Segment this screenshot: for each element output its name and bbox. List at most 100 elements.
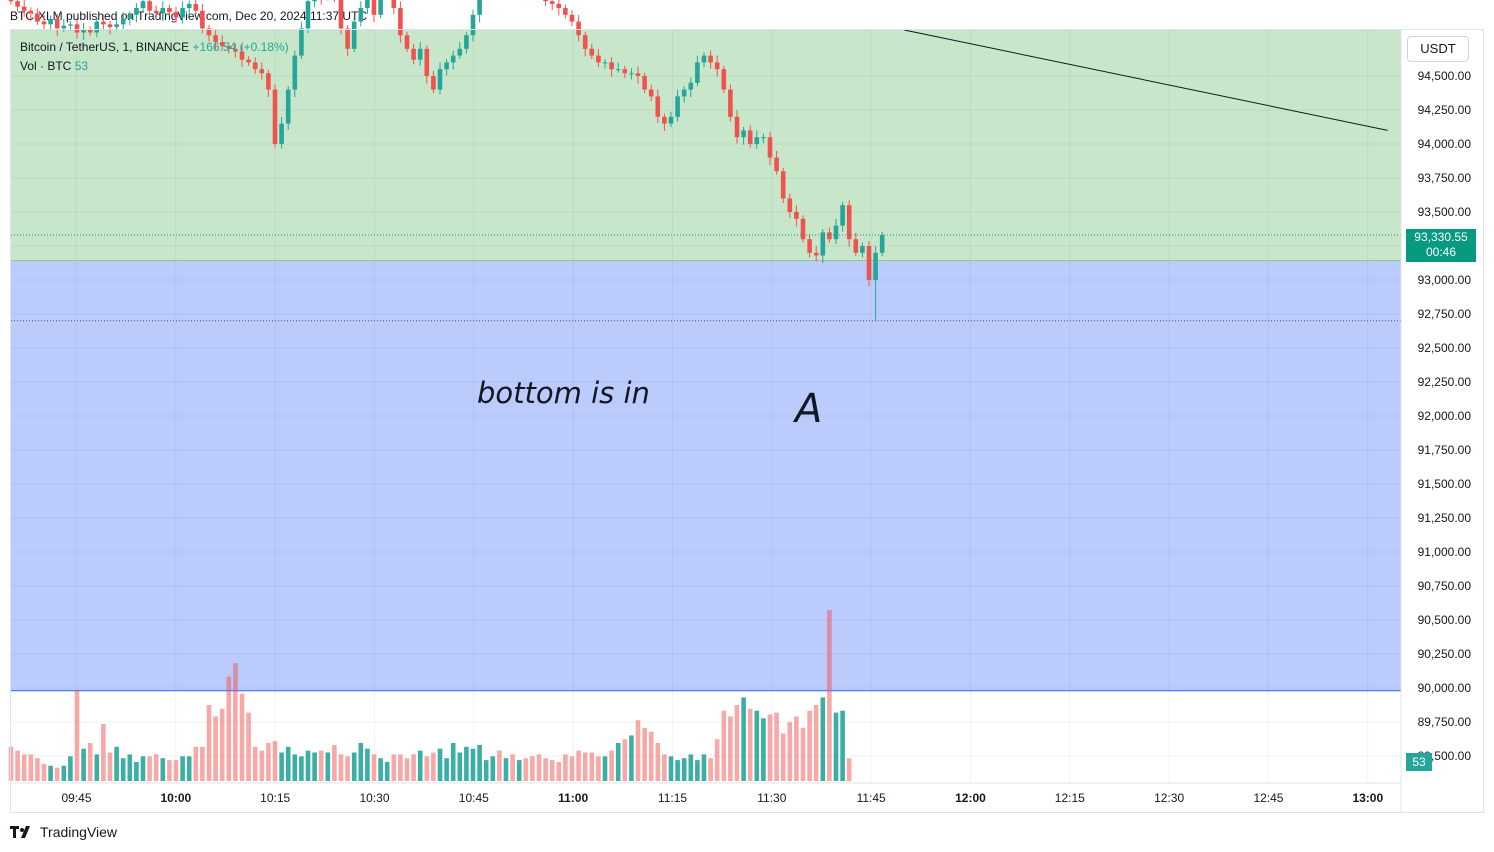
volume-bar bbox=[246, 712, 251, 781]
volume-bar bbox=[497, 750, 502, 781]
volume-bar bbox=[470, 748, 476, 781]
candle-body bbox=[147, 1, 152, 11]
volume-bar bbox=[153, 754, 159, 781]
volume-bar bbox=[398, 754, 403, 781]
volume-bar bbox=[239, 693, 245, 781]
candle-body bbox=[589, 48, 595, 56]
y-tick-label: 94,000.00 bbox=[1418, 137, 1472, 151]
candle-body bbox=[787, 198, 793, 212]
publish-line: BTC-XLM published on TradingView.com, De… bbox=[10, 9, 368, 23]
x-tick-label: 10:45 bbox=[459, 791, 489, 805]
y-tick-label: 93,500.00 bbox=[1418, 205, 1472, 219]
candle-body bbox=[431, 76, 436, 90]
candle-body bbox=[8, 0, 14, 2]
volume-bar bbox=[41, 763, 47, 781]
x-tick-label: 09:45 bbox=[61, 791, 91, 805]
y-tick-label: 94,500.00 bbox=[1418, 69, 1472, 83]
candle-body bbox=[299, 28, 304, 56]
volume-bar bbox=[464, 746, 469, 781]
volume-bar bbox=[483, 760, 489, 781]
volume-bar bbox=[94, 754, 100, 781]
volume-bar bbox=[120, 758, 126, 781]
candle-body bbox=[35, 13, 40, 22]
volume-label: Vol · BTC bbox=[20, 59, 72, 73]
volume-bar bbox=[213, 716, 218, 781]
x-tick-label: 10:15 bbox=[260, 791, 290, 805]
candle-body bbox=[688, 82, 694, 90]
volume-bar bbox=[728, 716, 733, 781]
volume-bar bbox=[252, 746, 258, 781]
last-price: 93,330.55 bbox=[1414, 230, 1468, 244]
volume-bar bbox=[28, 754, 34, 781]
volume-bar bbox=[576, 750, 581, 781]
volume-bar bbox=[523, 758, 529, 781]
candle-body bbox=[635, 73, 641, 76]
candle-body bbox=[312, 0, 317, 2]
x-tick-label: 11:30 bbox=[757, 791, 786, 805]
volume-legend[interactable]: Vol · BTC 53 bbox=[20, 59, 88, 73]
x-tick-label: 12:30 bbox=[1154, 791, 1184, 805]
y-tick-label: 89,750.00 bbox=[1418, 715, 1472, 729]
candle-body bbox=[477, 0, 482, 15]
candle-body bbox=[615, 69, 621, 71]
volume-bar bbox=[721, 710, 727, 781]
time-axis: 09:45 10:00 10:15 10:30 10:45 11:00 11:15 11:30… bbox=[11, 782, 1401, 805]
annotation-bottom-is-in[interactable]: bottom is in bbox=[477, 376, 650, 410]
volume-bar bbox=[747, 708, 753, 781]
zone-1 bbox=[11, 260, 1401, 691]
candle-body bbox=[800, 218, 806, 240]
volume-bar bbox=[450, 743, 456, 781]
volume-bar bbox=[642, 727, 647, 781]
candle-body bbox=[761, 137, 766, 139]
volume-bar bbox=[510, 754, 515, 781]
volume-bar bbox=[833, 712, 839, 781]
y-tick-label: 93,750.00 bbox=[1418, 171, 1472, 185]
annotation-a[interactable]: A bbox=[795, 386, 823, 432]
candle-body bbox=[167, 8, 172, 13]
volume-bar bbox=[272, 741, 278, 781]
volume-bar bbox=[200, 746, 205, 781]
candle-body bbox=[28, 10, 34, 14]
candle-body bbox=[840, 205, 845, 226]
x-tick-label: 13:00 bbox=[1352, 791, 1383, 805]
trendline bbox=[904, 29, 1388, 131]
volume-bar bbox=[800, 727, 806, 781]
candle-body bbox=[94, 21, 100, 33]
candle-body bbox=[642, 76, 647, 90]
y-tick-label: 91,500.00 bbox=[1418, 477, 1472, 491]
volume-badge: 53 bbox=[1406, 753, 1432, 771]
symbol-legend[interactable]: Bitcoin / TetherUS, 1, BINANCE +166.54 (… bbox=[20, 40, 289, 54]
price-axis: 89,500.0089,750.0090,000.0090,250.0090,5… bbox=[1400, 30, 1472, 812]
volume-bar bbox=[411, 754, 416, 781]
candle-body bbox=[681, 89, 687, 97]
candle-body bbox=[470, 14, 476, 36]
currency-unit-button[interactable]: USDT bbox=[1407, 36, 1469, 62]
volume-bar bbox=[629, 735, 634, 781]
volume-bar bbox=[266, 743, 271, 781]
candle-body bbox=[279, 123, 284, 144]
volume-bar bbox=[635, 720, 641, 781]
x-tick-label: 12:15 bbox=[1055, 791, 1085, 805]
y-tick-label: 90,750.00 bbox=[1418, 579, 1472, 593]
y-tick-label: 92,000.00 bbox=[1418, 409, 1472, 423]
candles bbox=[8, 0, 885, 321]
volume-bar bbox=[312, 752, 317, 781]
candle-body bbox=[464, 35, 469, 49]
candle-body bbox=[358, 8, 364, 22]
x-tick-label: 11:15 bbox=[658, 791, 687, 805]
volume-bar bbox=[74, 689, 80, 781]
candle-body bbox=[675, 96, 680, 117]
candle-body bbox=[186, 3, 192, 8]
volume-bar bbox=[219, 708, 225, 781]
volume-bar bbox=[233, 663, 238, 781]
volume-bar bbox=[827, 610, 832, 781]
volume-bar bbox=[668, 756, 674, 781]
candle-body bbox=[351, 21, 357, 49]
candle-body bbox=[873, 252, 878, 280]
candle-body bbox=[87, 29, 93, 33]
volume-bar bbox=[543, 758, 548, 781]
volume-bar bbox=[794, 716, 799, 781]
candle-body bbox=[543, 0, 548, 2]
y-tick-label: 91,750.00 bbox=[1418, 443, 1472, 457]
